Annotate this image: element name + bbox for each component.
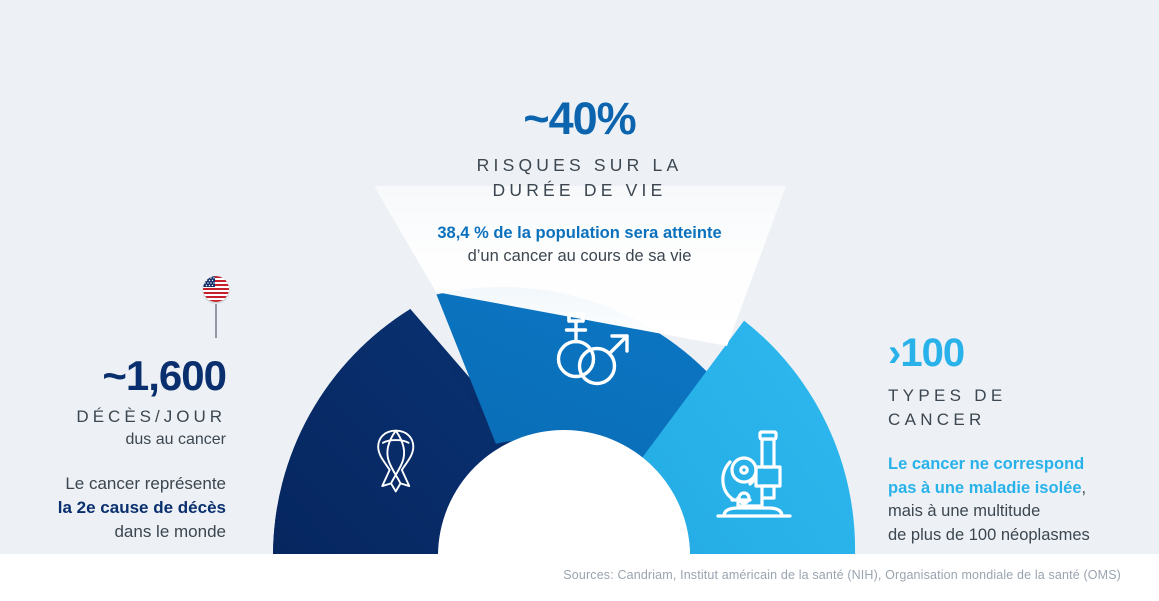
- right-callout: ›100 TYPES DE CANCER Le cancer ne corres…: [888, 333, 1158, 547]
- left-caps: DÉCÈS/JOUR: [76, 407, 226, 426]
- pin-stem: [215, 304, 217, 338]
- right-para-line3: mais à une multitude: [888, 502, 1041, 521]
- right-para-comma: ,: [1081, 478, 1087, 497]
- microscope-icon: [716, 430, 792, 518]
- right-paragraph: Le cancer ne correspond pas à une maladi…: [888, 453, 1158, 547]
- donut-segment-risk: [436, 286, 727, 487]
- gender-symbols-icon: [556, 312, 629, 386]
- top-stat-bold: 38,4 % de la population sera atteinte: [437, 223, 722, 242]
- left-value: ~1,600: [102, 352, 227, 399]
- right-caps-line2: CANCER: [888, 410, 986, 430]
- donut-segment-types: [642, 320, 856, 554]
- top-caps-line2: DURÉE DE VIE: [492, 179, 667, 200]
- right-para-bold2: pas à une maladie isolée: [888, 478, 1082, 497]
- left-para-line1: Le cancer représente: [65, 473, 226, 493]
- left-callout: ~1,600 DÉCÈS/JOUR dus au cancer Le cance…: [0, 355, 240, 545]
- footer-strip: Sources: Candriam, Institut américain de…: [0, 554, 1159, 601]
- top-value: ~40%: [523, 93, 636, 144]
- sources-text: Sources: Candriam, Institut américain de…: [563, 568, 1121, 582]
- us-flag-circle: [203, 276, 229, 302]
- top-callout: ~40% RISQUES SUR LA DURÉE DE VIE 38,4 % …: [0, 96, 1159, 268]
- us-flag-pin-icon: [196, 276, 236, 338]
- right-caps-line1: TYPES DE: [888, 386, 1007, 405]
- top-caps-line1: RISQUES SUR LA: [476, 155, 683, 175]
- us-flag-svg: [203, 276, 229, 302]
- donut-segment-deaths: [273, 308, 622, 554]
- left-para-line3: dans le monde: [114, 522, 226, 542]
- donut-segment-deaths-shape: [273, 308, 505, 554]
- right-para-line4: de plus de 100 néoplasmes: [888, 525, 1090, 544]
- top-stat: 38,4 % de la population sera atteinte d’…: [0, 222, 1159, 268]
- left-sub: dus au cancer: [125, 431, 226, 449]
- top-stat-rest: d’un cancer au cours de sa vie: [467, 246, 692, 265]
- awareness-ribbon-icon: [377, 429, 415, 493]
- left-paragraph: Le cancer représente la 2e cause de décè…: [0, 472, 226, 545]
- left-para-bold: la 2e cause de décès: [57, 498, 226, 518]
- right-value: ›100: [888, 331, 965, 375]
- right-para-bold1: Le cancer ne correspond: [888, 455, 1085, 474]
